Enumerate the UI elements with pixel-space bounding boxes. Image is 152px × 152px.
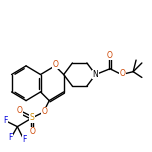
Text: N: N xyxy=(93,70,98,79)
Text: O: O xyxy=(30,127,36,136)
Text: O: O xyxy=(53,60,59,69)
Text: S: S xyxy=(29,114,34,123)
Text: F: F xyxy=(3,116,7,125)
Text: O: O xyxy=(119,69,125,78)
Text: O: O xyxy=(17,106,22,115)
Text: O: O xyxy=(107,50,113,60)
Text: F: F xyxy=(22,135,27,145)
Text: F: F xyxy=(9,133,13,142)
Text: O: O xyxy=(41,107,47,116)
